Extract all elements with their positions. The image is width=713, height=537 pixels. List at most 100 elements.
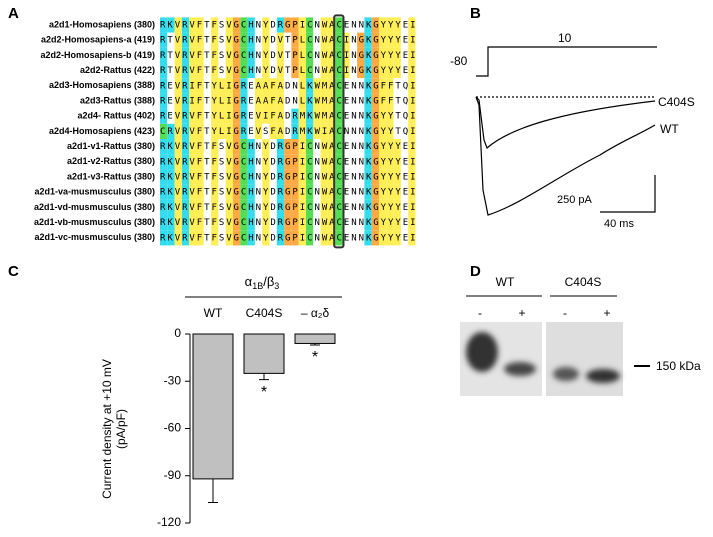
residue-bg: [386, 139, 394, 155]
residue-bg: [269, 184, 277, 200]
residue-bg: [291, 123, 299, 139]
residue-bg: [181, 108, 190, 124]
residue-bg: [298, 169, 306, 185]
residue-bg: [254, 17, 263, 33]
residue-bg: [371, 123, 379, 139]
residue-bg: [269, 215, 277, 231]
residue-bg: [174, 93, 182, 109]
residue-bg: [386, 93, 394, 109]
residue-bg: [167, 184, 175, 200]
residue-bg: [203, 199, 212, 215]
residue-bg: [342, 215, 350, 231]
residue-bg: [298, 108, 306, 124]
residue-bg: [306, 230, 314, 246]
residue-bg: [196, 17, 204, 33]
residue-bg: [364, 63, 372, 79]
residue-bg: [349, 63, 358, 79]
residue-bg: [174, 17, 182, 33]
residue-bg: [393, 17, 401, 33]
bar: [243, 333, 285, 374]
residue-bg: [233, 139, 241, 155]
residue-bg: [408, 78, 416, 94]
residue-bg: [203, 184, 212, 200]
residue-bg: [291, 154, 299, 170]
residue-bg: [320, 108, 328, 124]
residue-bg: [364, 17, 372, 33]
residue-bg: [320, 215, 328, 231]
residue-bg: [335, 63, 343, 79]
residue-bg: [393, 139, 401, 155]
residue-bg: [240, 184, 248, 200]
residue-bg: [189, 199, 197, 215]
group-label-part: /β: [263, 274, 274, 289]
residue-bg: [269, 78, 277, 94]
residue-bg: [189, 169, 197, 185]
residue-bg: [408, 32, 416, 48]
residue-bg: [160, 47, 168, 63]
residue-bg: [349, 199, 358, 215]
significance: *: [312, 349, 318, 366]
residue-bg: [371, 139, 379, 155]
residue-bg: [357, 215, 365, 231]
residue-bg: [313, 139, 321, 155]
residue-bg: [306, 154, 314, 170]
residue-bg: [233, 17, 241, 33]
residue-bg: [408, 139, 416, 155]
residue-bg: [225, 63, 233, 79]
residue-bg: [371, 47, 379, 63]
residue-bg: [284, 17, 292, 33]
residue-bg: [364, 154, 372, 170]
residue-bg: [379, 47, 387, 63]
residue-bg: [160, 139, 168, 155]
residue-bg: [174, 63, 182, 79]
residue-bg: [364, 47, 372, 63]
sequence: REVRIFTYLIGREAAFADNLKWMACENNKGFFTQI: [160, 97, 416, 107]
residue-bg: [203, 93, 212, 109]
residue-bg: [269, 32, 277, 48]
residue-bg: [342, 108, 350, 124]
residue-bg: [320, 32, 328, 48]
residue-bg: [174, 184, 182, 200]
residue-bg: [408, 230, 416, 246]
sequence-name: a2d2-Rattus (422): [80, 65, 155, 75]
residue-bg: [211, 93, 219, 109]
residue-bg: [218, 63, 226, 79]
residue-bg: [291, 108, 299, 124]
residue-bg: [320, 199, 328, 215]
scale-label: 40 ms: [604, 218, 634, 230]
residue-bg: [327, 154, 336, 170]
residue-bg: [225, 108, 233, 124]
sequence-name: a2d1-vb-musmusculus (380): [34, 217, 155, 227]
residue-bg: [386, 123, 394, 139]
residue-bg: [269, 230, 277, 246]
residue-bg: [254, 215, 263, 231]
residue-bg: [233, 123, 241, 139]
residue-bg: [342, 17, 350, 33]
residue-bg: [357, 47, 365, 63]
residue-bg: [247, 169, 255, 185]
residue-bg: [408, 63, 416, 79]
residue-bg: [357, 63, 365, 79]
residue-bg: [211, 230, 219, 246]
error-bar: [208, 478, 218, 504]
group-label-part: α: [245, 274, 253, 289]
residue-bg: [174, 139, 182, 155]
residue-bg: [349, 169, 358, 185]
sequence-name: a2d2-Homosapiens-a (419): [41, 35, 155, 45]
residue-bg: [225, 123, 233, 139]
residue-bg: [393, 169, 401, 185]
residue-bg: [211, 184, 219, 200]
sequence-name: a2d2-Homosapiens-b (419): [40, 50, 155, 60]
residue-bg: [189, 17, 197, 33]
residue-bg: [181, 63, 190, 79]
residue-bg: [335, 32, 343, 48]
sequence: RKVRVFTFSVGCHNYDRGPICNWACENNKGYYYEI: [160, 218, 416, 228]
residue-bg: [298, 154, 306, 170]
residue-bg: [233, 108, 241, 124]
residue-bg: [342, 154, 350, 170]
residue-bg: [196, 108, 204, 124]
residue-bg: [181, 230, 190, 246]
residue-bg: [313, 32, 321, 48]
residue-bg: [327, 139, 336, 155]
